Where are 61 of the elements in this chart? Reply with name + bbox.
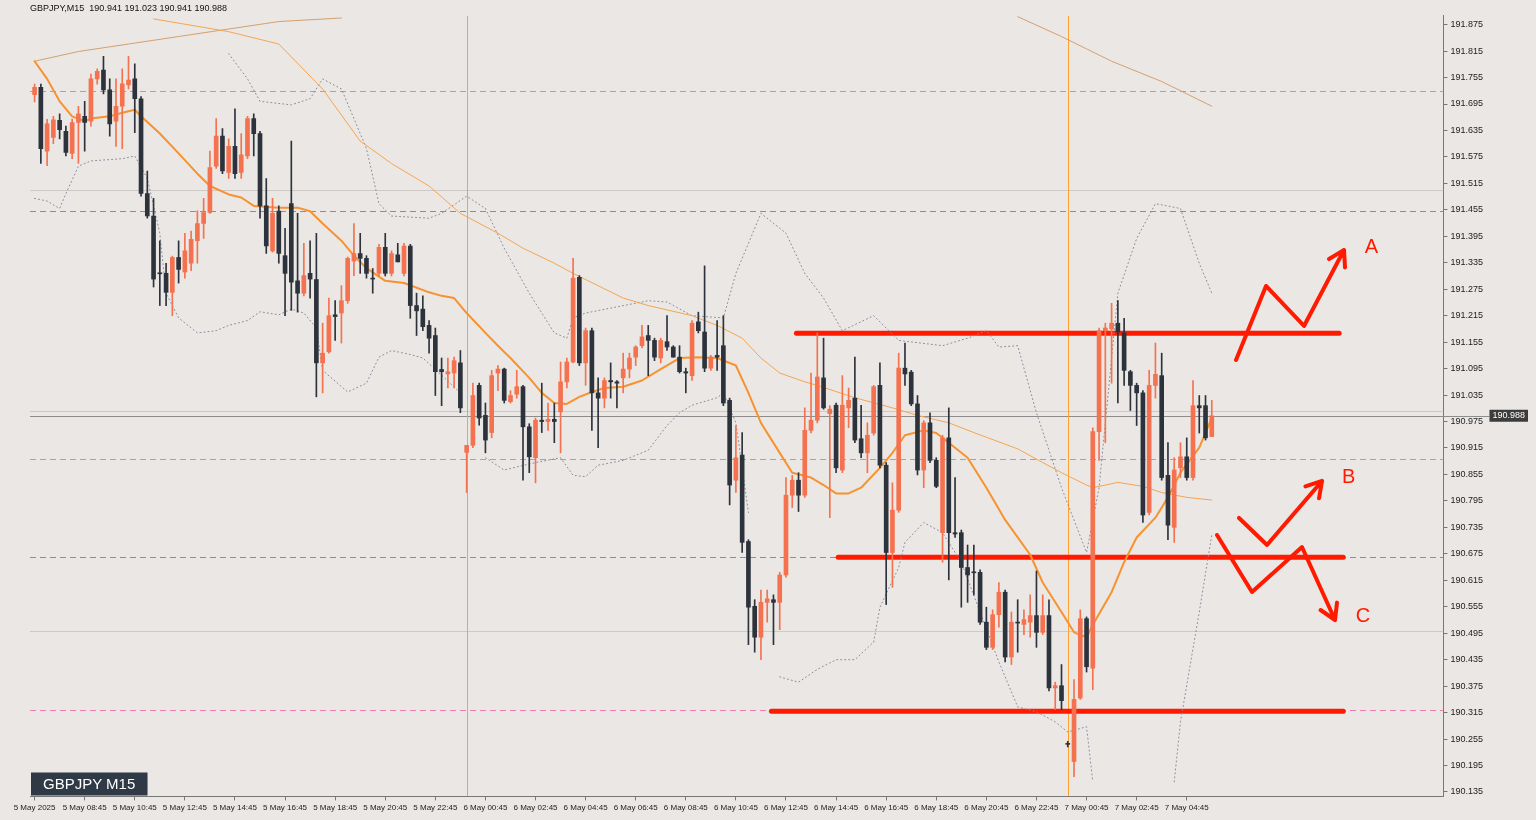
x-tick-label: 5 May 22:45 [413, 803, 458, 813]
y-tick-label: 191.575 [1450, 151, 1484, 162]
line-series [228, 53, 1213, 554]
y-tick-label: 190.795 [1450, 495, 1484, 506]
x-tick-label: 5 May 18:45 [313, 803, 358, 813]
x-tick-label: 5 May 10:45 [112, 803, 158, 813]
annotation: A [1364, 235, 1379, 258]
y-tick-label: 190.435 [1450, 654, 1484, 665]
x-tick-label: 6 May 18:45 [914, 803, 959, 813]
y-tick-label: 190.675 [1450, 548, 1484, 559]
x-tick-label: 6 May 10:45 [713, 803, 759, 813]
x-tick-label: 6 May 04:45 [563, 803, 609, 813]
y-tick-label: 191.635 [1450, 124, 1484, 135]
x-tick-label: 6 May 12:45 [763, 803, 809, 813]
x-tick-label: 7 May 02:45 [1114, 803, 1160, 813]
y-tick-label: 191.335 [1450, 257, 1484, 268]
y-tick-label: 190.915 [1450, 442, 1484, 453]
x-tick-label: 6 May 08:45 [663, 803, 709, 813]
y-tick-label: 190.255 [1450, 733, 1484, 744]
x-tick-label: 5 May 14:45 [212, 803, 258, 813]
x-tick-label: 7 May 00:45 [1064, 803, 1110, 813]
y-tick-label: 190.615 [1450, 574, 1484, 585]
y-tick-label: 190.195 [1450, 760, 1484, 771]
x-tick-label: 6 May 20:45 [964, 803, 1009, 813]
y-tick-label: 190.135 [1450, 786, 1484, 797]
y-tick-label: 190.855 [1450, 468, 1484, 479]
x-tick-label: 7 May 04:45 [1164, 803, 1210, 813]
x-tick-label: 5 May 08:45 [62, 803, 108, 813]
y-tick-label: 191.035 [1450, 389, 1484, 400]
annotation: B [1342, 464, 1356, 487]
y-tick-label: 191.515 [1450, 177, 1484, 188]
y-tick-label: 190.735 [1450, 521, 1484, 532]
x-tick-label: 5 May 12:45 [162, 803, 208, 813]
y-tick-label: 191.815 [1450, 45, 1484, 56]
x-tick-label: 6 May 14:45 [814, 803, 859, 813]
x-tick-label: 6 May 00:45 [463, 803, 508, 813]
y-tick-label: 191.455 [1450, 204, 1484, 215]
y-tick-label: 191.095 [1450, 363, 1484, 374]
x-tick-label: 6 May 06:45 [613, 803, 659, 813]
y-tick-label: 191.395 [1450, 230, 1484, 241]
x-tick-label: 5 May 2025 [13, 803, 57, 813]
y-tick-label: 190.975 [1450, 416, 1484, 427]
x-tick-label: 6 May 22:45 [1014, 803, 1060, 813]
y-tick-label: 190.495 [1450, 627, 1484, 638]
y-tick-label: 191.755 [1450, 72, 1484, 83]
y-tick-label: 190.555 [1450, 601, 1484, 612]
y-tick-label: 191.875 [1450, 19, 1484, 30]
annotation: GBPJPY M15 [43, 774, 136, 792]
y-tick-label: 190.375 [1450, 680, 1484, 691]
y-tick-label: 190.315 [1450, 707, 1484, 718]
annotation: C [1355, 603, 1371, 626]
y-tick-label: 191.695 [1450, 98, 1484, 109]
x-tick-label: 5 May 20:45 [363, 803, 408, 813]
chart-title: GBPJPY,M15 190.941 191.023 190.941 190.988 [30, 2, 227, 13]
x-tick-label: 6 May 02:45 [513, 803, 559, 813]
y-tick-label: 191.155 [1450, 336, 1484, 347]
y-tick-label: 191.275 [1450, 283, 1484, 294]
x-tick-label: 6 May 16:45 [864, 803, 909, 813]
ref-line-label: 190.988 [1492, 410, 1526, 421]
x-tick-label: 5 May 16:45 [263, 803, 308, 813]
y-tick-label: 191.215 [1450, 310, 1484, 321]
